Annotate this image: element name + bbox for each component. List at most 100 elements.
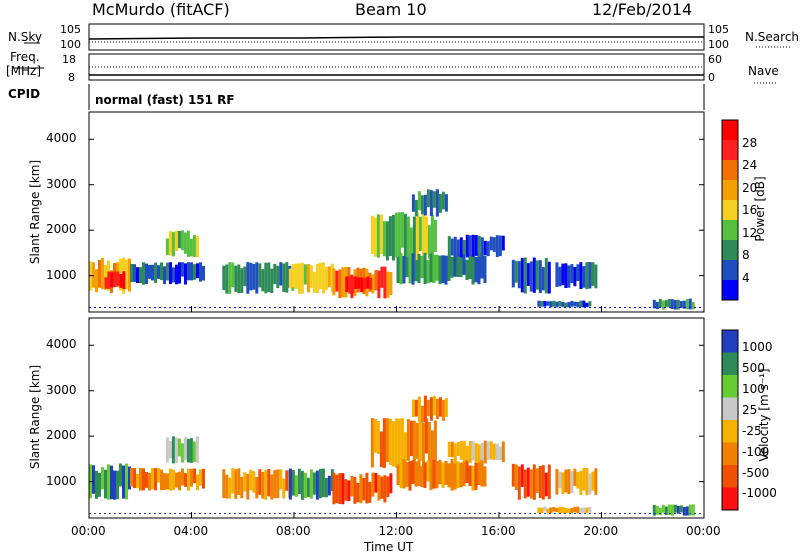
velocity-region-1-cell xyxy=(139,468,142,491)
velocity-ytick-label: 2000 xyxy=(46,428,77,443)
velocity-region-11-cell xyxy=(540,507,544,514)
velocity-region-11-cell xyxy=(573,506,577,513)
power-region-15-cell xyxy=(688,298,692,310)
velocity-region-0-cell xyxy=(119,463,122,487)
power-region-13-cell xyxy=(567,302,571,308)
velocity-region-5-cell xyxy=(362,478,366,501)
freq-tick-bottom: 8 xyxy=(68,71,75,84)
velocity-region-11-cell xyxy=(570,508,574,513)
velocity-region-0-cell xyxy=(98,472,101,497)
nave-label: Nave xyxy=(748,64,779,78)
velocity-region-3-cell xyxy=(285,470,289,491)
power-region-8-cell xyxy=(430,214,434,257)
power-region-7-cell xyxy=(363,278,367,290)
power-region-15-cell xyxy=(661,300,665,310)
velocity-region-9-cell xyxy=(468,440,472,463)
power-region-7-cell xyxy=(354,276,358,289)
power-region-4-cell xyxy=(240,268,244,293)
velocity-region-6-cell xyxy=(418,421,422,461)
nsky-line xyxy=(88,36,704,40)
velocity-region-1-cell xyxy=(163,473,166,490)
velocity-region-8-cell xyxy=(477,462,481,485)
velocity-region-3-cell xyxy=(270,474,274,500)
velocity-region-12-cell xyxy=(567,469,571,495)
velocity-region-1-cell xyxy=(193,468,196,484)
power-region-7-cell xyxy=(345,276,349,293)
power-region-10-cell xyxy=(450,256,454,278)
power-region-2-cell xyxy=(157,265,160,279)
power-region-13-cell xyxy=(582,300,586,308)
nsearch-label: N.Search xyxy=(745,30,800,44)
power-colorbar-segment xyxy=(722,140,738,161)
velocity-region-2-cell xyxy=(186,438,190,463)
power-region-3-cell xyxy=(177,230,181,249)
power-region-10-cell xyxy=(474,256,478,283)
velocity-region-13-cell xyxy=(679,505,683,513)
power-region-2-cell xyxy=(187,262,190,281)
noise-tick-top-left: 105 xyxy=(60,23,81,36)
power-region-13-cell xyxy=(576,302,580,308)
xtick-label: 20:00 xyxy=(583,524,619,538)
power-region-8-cell xyxy=(385,221,389,261)
power-region-14-cell xyxy=(555,262,559,287)
power-region-3-cell xyxy=(165,238,169,255)
power-region-4-cell xyxy=(243,266,247,287)
power-region-9-cell xyxy=(435,189,439,217)
power-region-0-cell xyxy=(125,259,128,290)
power-region-2-cell xyxy=(130,264,133,283)
velocity-region-11-cell xyxy=(537,507,541,514)
power-region-5-cell xyxy=(324,266,328,291)
velocity-region-2-cell xyxy=(183,437,187,461)
velocity-region-4-cell xyxy=(309,469,313,499)
velocity-region-7-cell xyxy=(414,399,418,417)
power-region-10-cell xyxy=(438,255,442,285)
velocity-region-6-cell xyxy=(373,418,377,453)
velocity-region-4-cell xyxy=(327,475,331,496)
power-region-13-cell xyxy=(549,301,553,308)
velocity-region-8-cell xyxy=(447,463,451,488)
power-region-10-cell xyxy=(453,254,457,277)
velocity-region-3-cell xyxy=(237,468,241,495)
power-region-1-cell xyxy=(107,271,111,289)
velocity-region-1-cell xyxy=(154,468,157,491)
velocity-region-9-cell xyxy=(492,443,496,460)
velocity-region-4-cell xyxy=(303,472,307,498)
velocity-region-6-cell xyxy=(376,421,380,454)
velocity-region-2-cell xyxy=(171,436,175,464)
velocity-region-5-cell xyxy=(344,479,348,501)
velocity-region-5-cell xyxy=(341,473,345,505)
power-region-2-cell xyxy=(202,265,205,281)
velocity-region-1-cell xyxy=(169,468,172,491)
power-region-2-cell xyxy=(184,263,187,285)
velocity-region-11-cell xyxy=(585,507,589,513)
power-region-12-cell xyxy=(520,257,524,293)
velocity-region-11-cell xyxy=(549,507,553,514)
power-region-8-cell xyxy=(376,214,380,258)
velocity-region-12-cell xyxy=(579,470,583,495)
power-colorbar xyxy=(721,119,739,301)
power-region-0-cell xyxy=(92,262,95,288)
power-region-10-cell xyxy=(477,253,481,285)
power-ytick-label: 1000 xyxy=(46,267,77,282)
power-region-11-cell xyxy=(483,240,487,256)
velocity-region-5-cell xyxy=(374,473,378,493)
power-region-3-cell xyxy=(171,232,175,257)
power-region-10-cell xyxy=(396,256,400,284)
velocity-region-2-cell xyxy=(177,438,181,457)
power-region-13-cell xyxy=(537,300,541,307)
velocity-region-3-cell xyxy=(282,478,286,499)
velocity-region-1-cell xyxy=(190,468,193,487)
velocity-region-4-cell xyxy=(297,468,301,494)
power-region-4-cell xyxy=(267,262,271,293)
power-region-2-cell xyxy=(175,264,178,285)
power-colorbar-tick: 28 xyxy=(742,135,758,150)
power-region-15-cell xyxy=(652,299,656,309)
power-colorbar-frame xyxy=(721,119,739,301)
power-region-12-cell xyxy=(547,261,551,294)
velocity-region-7-cell xyxy=(438,397,442,417)
power-region-9-cell xyxy=(414,199,418,217)
power-ytick-label: 2000 xyxy=(46,222,77,237)
velocity-region-5-cell xyxy=(368,481,372,503)
velocity-region-10-cell xyxy=(532,464,536,500)
velocity-region-13-cell xyxy=(652,504,656,516)
